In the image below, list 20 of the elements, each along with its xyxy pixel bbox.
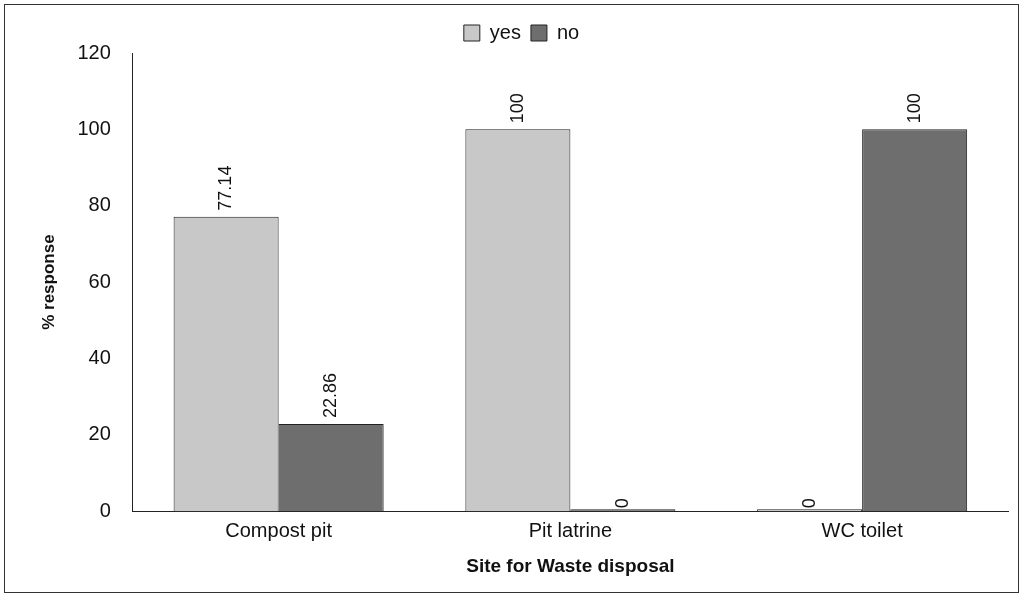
x-axis-title: Site for Waste disposal (466, 554, 675, 576)
y-tick-label: 0 (99, 498, 111, 521)
data-label: 0 (611, 498, 632, 509)
y-axis-title: % response (38, 234, 58, 330)
y-tick-label: 20 (88, 422, 111, 445)
y-tick-label: 120 (77, 40, 111, 63)
legend-label: yes (489, 20, 521, 43)
y-tick-label: 100 (77, 116, 111, 139)
y-tick-label: 60 (88, 269, 111, 292)
data-label: 0 (798, 498, 819, 509)
x-tick-label: Pit latrine (528, 518, 613, 541)
legend-label: no (556, 20, 580, 43)
data-label: 77.14 (215, 165, 236, 211)
data-label: 22.86 (320, 372, 341, 418)
y-tick-label: 80 (88, 193, 111, 216)
x-tick-label: WC toilet (821, 518, 904, 541)
y-tick-label: 40 (88, 345, 111, 368)
data-label: 100 (506, 93, 527, 124)
x-tick-label: Compost pit (225, 518, 333, 541)
data-label: 100 (903, 93, 924, 124)
